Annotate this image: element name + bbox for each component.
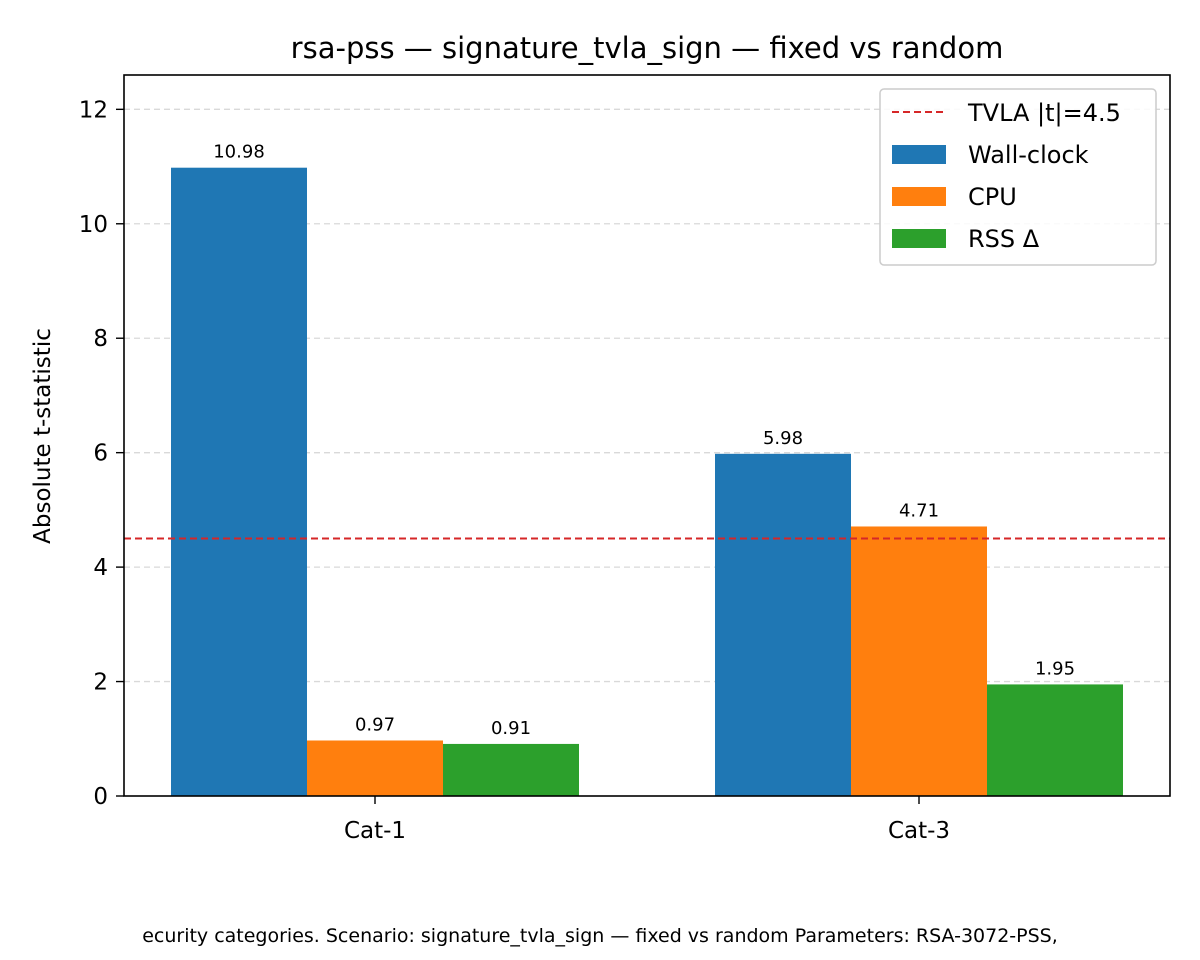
- bar-cpu-cat-1: [307, 740, 443, 796]
- legend-label-rss: RSS Δ: [968, 225, 1040, 253]
- y-tick-label: 2: [93, 670, 108, 696]
- bar-wall-clock-cat-1: [171, 167, 307, 796]
- bar-value-label: 4.71: [899, 500, 939, 521]
- y-tick-label: 4: [93, 555, 108, 581]
- bars: [171, 167, 1123, 796]
- legend-box: [879, 88, 1157, 266]
- y-tick-label: 12: [79, 97, 108, 123]
- legend-threshold-label: TVLA |t|=4.5: [967, 99, 1121, 127]
- bar-value-label: 1.95: [1035, 658, 1075, 679]
- y-tick-label: 6: [93, 441, 108, 467]
- bar-labels: 10.98 0.97 0.91 5.98 4.71 1.95: [213, 142, 1075, 739]
- bar-cpu-cat-3: [851, 526, 987, 796]
- legend-swatch-rss: [892, 229, 946, 248]
- bar-value-label: 0.97: [355, 714, 395, 735]
- x-axis: Cat-1 Cat-3: [344, 796, 950, 844]
- legend-swatch-wall-clock: [892, 145, 946, 164]
- bar-rss-cat-1: [443, 743, 579, 796]
- bar-value-label: 5.98: [763, 428, 803, 449]
- x-tick-label: Cat-3: [888, 818, 950, 844]
- y-tick-label: 10: [79, 212, 108, 238]
- caption-text: ecurity categories. Scenario: signature_…: [142, 925, 1058, 947]
- legend: TVLA |t|=4.5 Wall-clock CPU RSS Δ: [879, 88, 1157, 266]
- bar-value-label: 10.98: [213, 142, 265, 163]
- figure-caption: ecurity categories. Scenario: signature_…: [0, 925, 1200, 955]
- bar-wall-clock-cat-3: [715, 453, 851, 796]
- bar-value-label: 0.91: [491, 718, 531, 739]
- legend-label-cpu: CPU: [968, 183, 1017, 211]
- y-tick-label: 8: [93, 326, 108, 352]
- x-tick-label: Cat-1: [344, 818, 406, 844]
- legend-label-wall-clock: Wall-clock: [968, 141, 1089, 169]
- chart-title: rsa-pss — signature_tvla_sign — fixed vs…: [291, 31, 1004, 65]
- y-axis-label: Absolute t-statistic: [30, 328, 56, 544]
- y-axis: 0 2 4 6 8 10 12: [79, 97, 124, 810]
- bar-rss-cat-3: [987, 684, 1123, 796]
- plot-frame: [123, 74, 1171, 797]
- y-tick-label: 0: [93, 784, 108, 810]
- legend-swatch-cpu: [892, 187, 946, 206]
